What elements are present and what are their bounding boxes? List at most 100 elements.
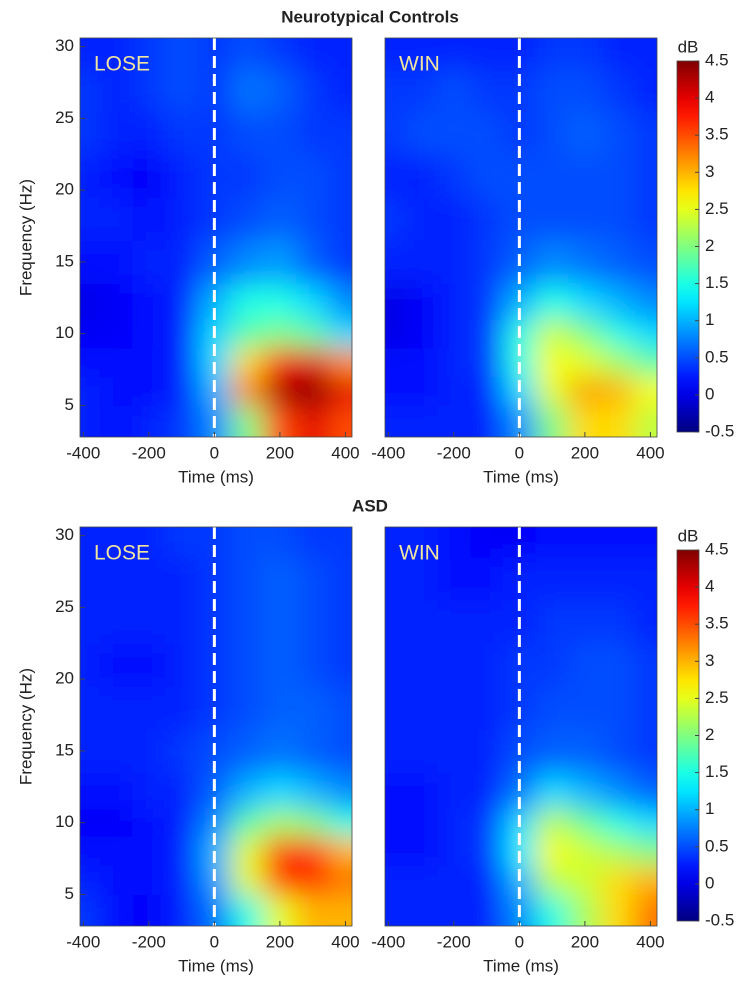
heatmap-cell bbox=[165, 729, 199, 773]
heatmap-cell bbox=[568, 865, 602, 895]
heatmap-cell bbox=[437, 686, 471, 730]
heatmap-cell bbox=[329, 240, 352, 284]
heatmap-cell bbox=[329, 283, 352, 320]
heatmap-cell bbox=[470, 557, 504, 601]
heatmap-cell bbox=[404, 865, 438, 895]
heatmap-cell bbox=[437, 837, 471, 867]
heatmap-cell bbox=[535, 527, 570, 558]
heatmap-cell bbox=[601, 68, 635, 112]
heatmap-cell bbox=[385, 111, 406, 155]
heatmap-cell bbox=[634, 729, 657, 773]
heatmap-cell bbox=[568, 376, 602, 406]
heatmap-cell bbox=[80, 557, 101, 601]
heatmap-cell bbox=[80, 729, 101, 773]
heatmap-cell bbox=[165, 348, 199, 378]
heatmap-cell bbox=[263, 557, 297, 601]
heatmap-cell bbox=[165, 643, 199, 687]
heatmap-cell bbox=[568, 600, 602, 644]
condition-label: LOSE bbox=[94, 542, 150, 565]
heatmap-cell bbox=[80, 376, 101, 406]
heatmap-cell bbox=[263, 197, 297, 241]
heatmap-cell bbox=[437, 600, 471, 644]
heatmap-cell bbox=[230, 319, 265, 349]
y-tick-label: 15 bbox=[55, 740, 74, 759]
heatmap-cell bbox=[601, 376, 635, 406]
x-tick-label: -200 bbox=[437, 443, 471, 462]
heatmap-cell bbox=[470, 729, 504, 773]
heatmap-cell bbox=[601, 197, 635, 241]
heatmap-cell bbox=[470, 772, 504, 809]
heatmap-cell bbox=[80, 348, 101, 378]
heatmap-cell bbox=[80, 527, 101, 558]
heatmap-cell bbox=[634, 376, 657, 406]
heatmap-cell bbox=[132, 865, 166, 895]
heatmap-cell bbox=[535, 111, 570, 155]
heatmap-cell bbox=[385, 527, 406, 558]
heatmap-cell bbox=[601, 894, 635, 926]
heatmap-cell bbox=[132, 319, 166, 349]
heatmap-cell bbox=[437, 808, 471, 838]
heatmap-cell bbox=[404, 348, 438, 378]
heatmap-cell bbox=[329, 38, 352, 69]
heatmap-cell bbox=[634, 38, 657, 69]
heatmap-cell bbox=[437, 197, 471, 241]
heatmap-cell bbox=[263, 240, 297, 284]
x-tick-label: 400 bbox=[636, 443, 664, 462]
heatmap-cell bbox=[263, 772, 297, 809]
heatmap-cell bbox=[568, 405, 602, 437]
heatmap-cell bbox=[535, 600, 570, 644]
heatmap-cell bbox=[132, 348, 166, 378]
heatmap-cell bbox=[165, 527, 199, 558]
heatmap-cell bbox=[165, 865, 199, 895]
heatmap-cell bbox=[329, 527, 352, 558]
y-tick-label: 25 bbox=[55, 108, 74, 127]
heatmap-cell bbox=[568, 527, 602, 558]
heatmap-cell bbox=[263, 405, 297, 437]
colorbar-tick-label: 4.5 bbox=[705, 539, 729, 558]
heatmap-cell bbox=[329, 197, 352, 241]
heatmap-cell bbox=[165, 111, 199, 155]
heatmap-cell bbox=[132, 837, 166, 867]
heatmap-cell bbox=[99, 154, 133, 198]
heatmap-cell bbox=[634, 197, 657, 241]
x-axis-label: Time (ms) bbox=[483, 467, 559, 486]
heatmap-cell bbox=[535, 686, 570, 730]
heatmap-cell bbox=[634, 894, 657, 926]
heatmap-cell bbox=[634, 772, 657, 809]
heatmap-cell bbox=[385, 600, 406, 644]
heatmap-cell bbox=[329, 600, 352, 644]
heatmap-cell bbox=[263, 154, 297, 198]
heatmap-cell bbox=[470, 600, 504, 644]
heatmap-cell bbox=[80, 643, 101, 687]
heatmap-cell bbox=[329, 405, 352, 437]
heatmap-cell bbox=[263, 865, 297, 895]
heatmap-cell bbox=[470, 348, 504, 378]
heatmap-cell bbox=[470, 319, 504, 349]
heatmap-cell bbox=[634, 240, 657, 284]
heatmap-cell bbox=[601, 111, 635, 155]
heatmap-cell bbox=[296, 240, 330, 284]
heatmap-cell bbox=[634, 68, 657, 112]
x-tick-label: 0 bbox=[210, 443, 219, 462]
heatmap-cell bbox=[634, 837, 657, 867]
heatmap-cell bbox=[132, 686, 166, 730]
heatmap-cell bbox=[132, 154, 166, 198]
heatmap-cell bbox=[329, 376, 352, 406]
heatmap-cell bbox=[80, 808, 101, 838]
heatmap-cell bbox=[99, 319, 133, 349]
x-axis-label: Time (ms) bbox=[483, 956, 559, 975]
y-tick-label: 5 bbox=[65, 395, 74, 414]
heatmap-cell bbox=[404, 68, 438, 112]
heatmap-cell bbox=[634, 557, 657, 601]
heatmap-cell bbox=[568, 348, 602, 378]
heatmap-cell bbox=[535, 197, 570, 241]
heatmap-cell bbox=[385, 837, 406, 867]
heatmap-cell bbox=[404, 283, 438, 320]
x-tick-label: 0 bbox=[210, 932, 219, 951]
heatmap-cell bbox=[230, 111, 265, 155]
heatmap-cell bbox=[404, 154, 438, 198]
heatmap-cell bbox=[470, 808, 504, 838]
heatmap-cell bbox=[385, 894, 406, 926]
colorbar-tick-label: 3 bbox=[705, 651, 714, 670]
